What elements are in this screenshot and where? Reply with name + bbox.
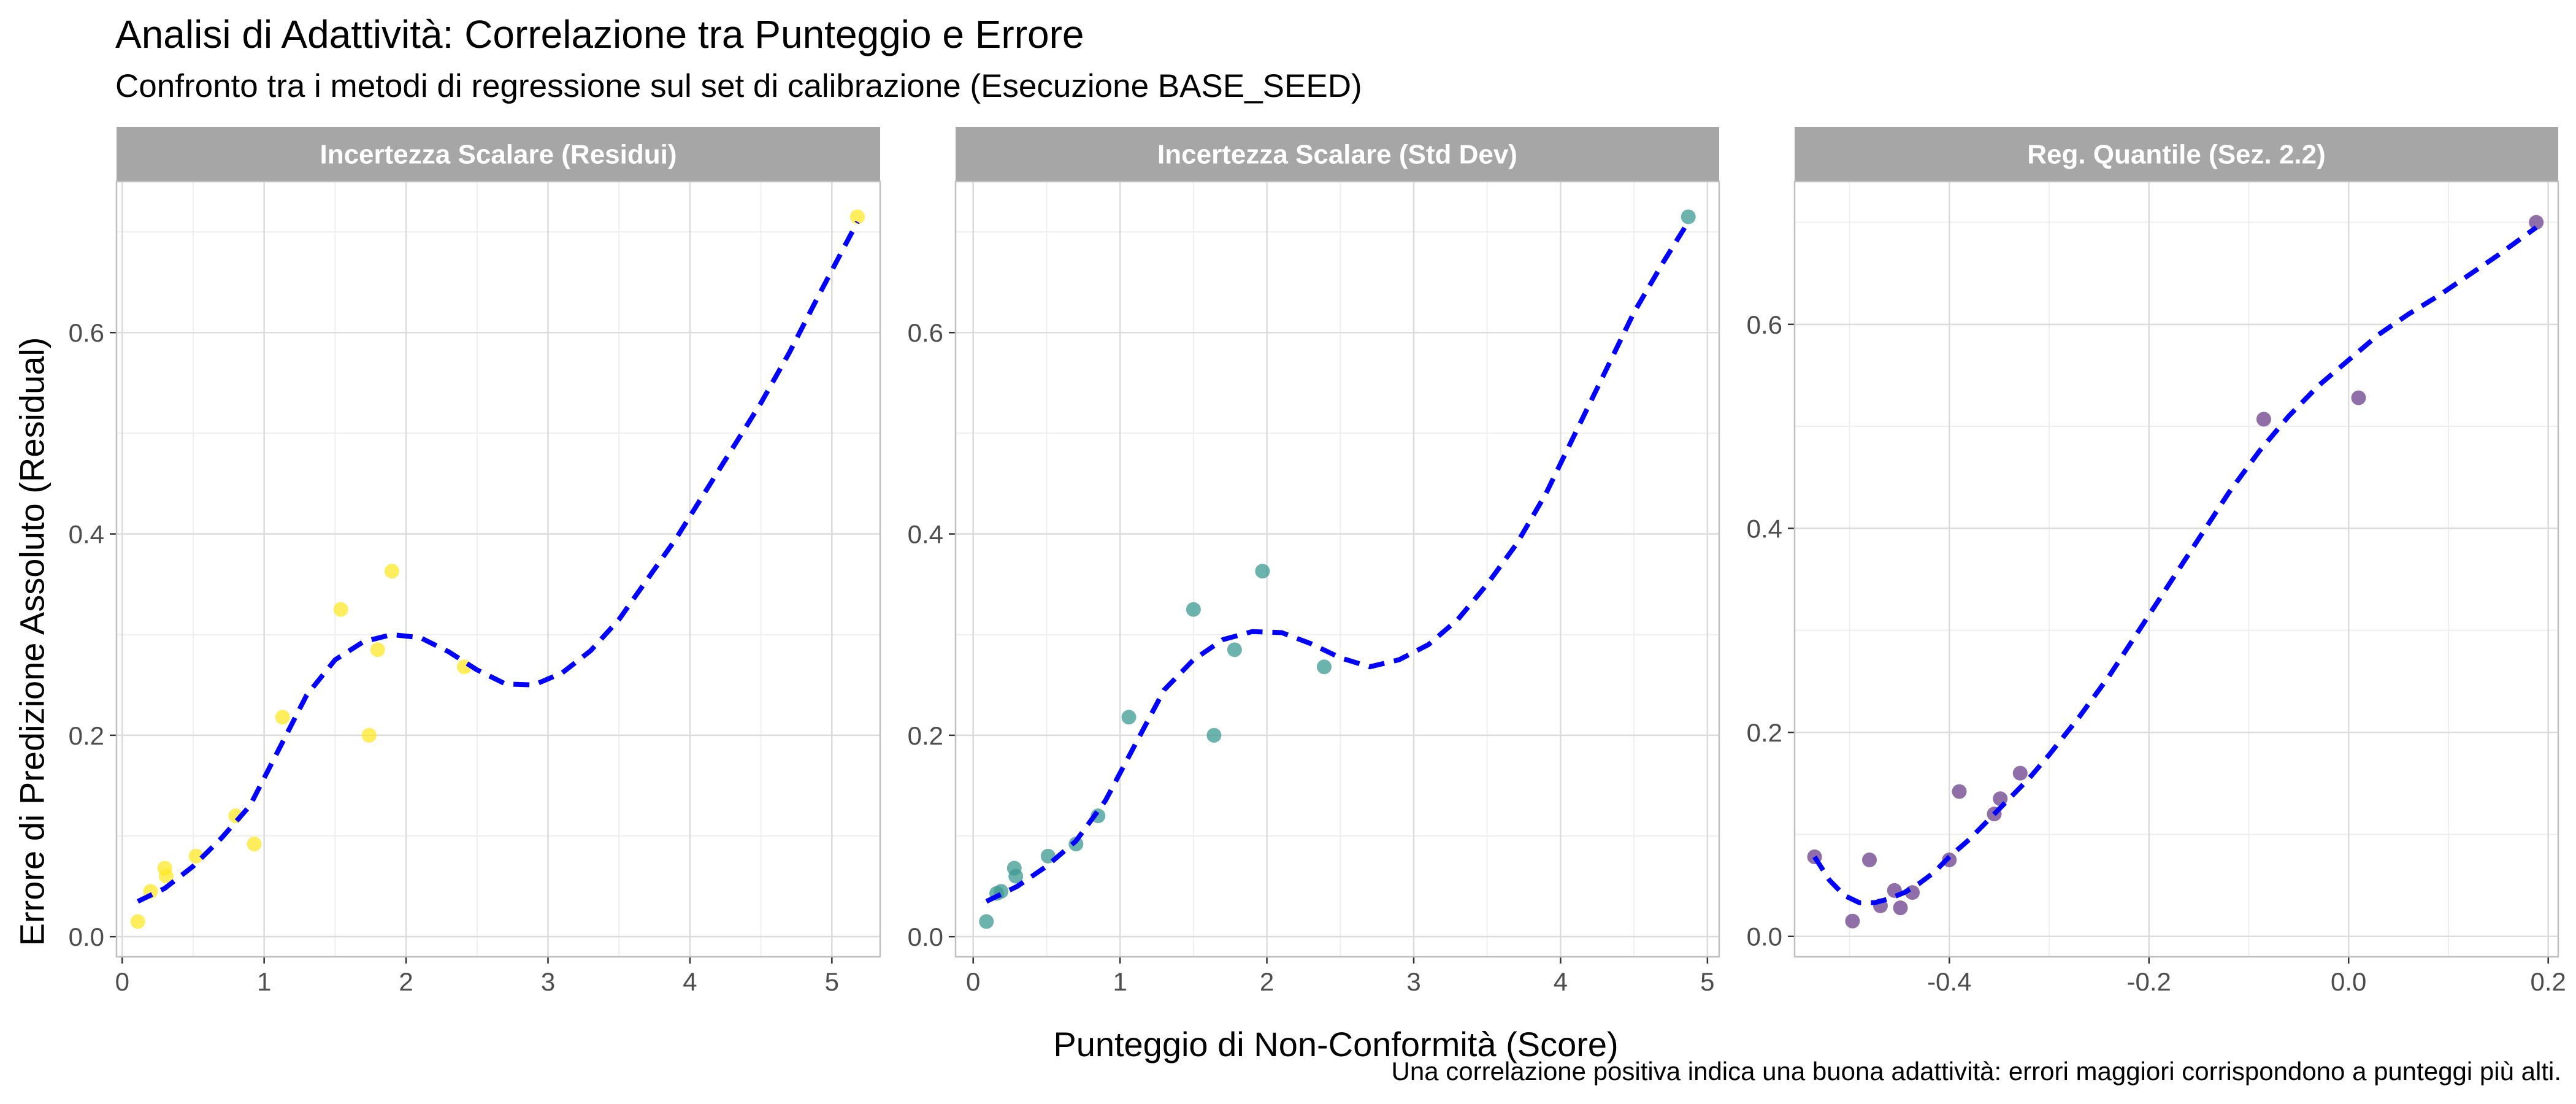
y-tick-label: 0.2 [1747,718,1782,747]
x-tick-label: 0 [966,967,980,996]
facet-strip [956,127,1719,182]
data-point [1681,209,1696,224]
y-tick-label: 0.0 [69,922,104,951]
x-tick-label: 0.0 [2331,967,2366,996]
chart-subtitle: Confronto tra i metodi di regressione su… [115,68,1362,104]
facet-strip [117,127,880,182]
data-point [275,710,290,725]
data-point [1227,642,1242,657]
data-point [188,848,204,864]
facet-panel-2: Incertezza Scalare (Std Dev) 0 1 2 3 4 5 0.0 0.2… [908,127,1720,996]
x-tick-label: 2 [1260,967,1274,996]
panel-border [1793,180,2559,958]
x-tick-label: -0.2 [2127,967,2171,996]
data-point [361,727,377,743]
trend-line [1812,225,2538,905]
data-point [158,868,174,884]
data-point [2256,412,2271,427]
chart-caption: Una correlazione positiva indica una buo… [1391,1057,2561,1086]
x-tick-label: 0.2 [2531,967,2566,996]
data-point [1316,659,1332,675]
y-tick-label: 0.6 [69,318,104,347]
data-point [384,564,399,579]
x-tick-label: 1 [257,967,271,996]
x-tick-label: 1 [1113,967,1127,996]
x-tick-label: 5 [1700,967,1714,996]
x-tick-label: 0 [115,967,129,996]
data-point [1186,602,1201,617]
facet-panel-1: Incertezza Scalare (Residui) 0 1 2 3 4 5 0.0 0.2… [69,127,881,996]
y-tick-label: 0.6 [908,318,943,347]
facet-strip-label: Incertezza Scalare (Residui) [320,140,677,170]
x-tick-label: 4 [1554,967,1568,996]
data-point [1008,868,1024,884]
data-point [1845,913,1860,929]
y-tick-label: 0.4 [1747,514,1782,543]
data-point [130,914,145,929]
data-point [247,837,262,852]
y-tick-label: 0.2 [69,721,104,750]
data-point [1893,900,1908,916]
trend-line [985,220,1691,904]
trend-line [136,220,860,904]
data-point [1121,710,1137,725]
data-point [2529,215,2544,230]
data-point [1255,564,1270,579]
data-point [333,602,348,617]
data-point [2351,390,2366,405]
data-point [2012,765,2028,781]
y-tick-label: 0.0 [908,922,943,951]
panel-border [115,180,881,958]
y-tick-label: 0.2 [908,721,943,750]
x-tick-label: 3 [1406,967,1420,996]
data-point [979,914,994,929]
data-point [1862,853,1877,867]
x-tick-label: 4 [683,967,697,996]
y-tick-label: 0.0 [1747,922,1782,951]
data-point [370,642,385,657]
chart-title: Analisi di Adattività: Correlazione tra … [115,12,1084,56]
x-tick-label: -0.4 [1927,967,1971,996]
facet-strip [1795,127,2558,182]
facet-strip-label: Incertezza Scalare (Std Dev) [1157,140,1517,170]
facet-panel-3: Reg. Quantile (Sez. 2.2) -0.4 -0.2 0.0 0.2 0.… [1747,127,2566,996]
data-point [849,209,865,224]
facet-strip-label: Reg. Quantile (Sez. 2.2) [2027,140,2326,170]
x-tick-label: 2 [399,967,413,996]
x-tick-label: 5 [825,967,839,996]
x-axis-label: Punteggio di Non-Conformità (Score) [1053,1025,1619,1064]
x-tick-label: 3 [541,967,555,996]
panel-border [954,180,1720,958]
y-tick-label: 0.4 [908,520,943,549]
y-tick-label: 0.4 [69,520,104,549]
y-tick-label: 0.6 [1747,310,1782,339]
data-point [1952,784,1967,799]
data-point [1206,727,1222,743]
